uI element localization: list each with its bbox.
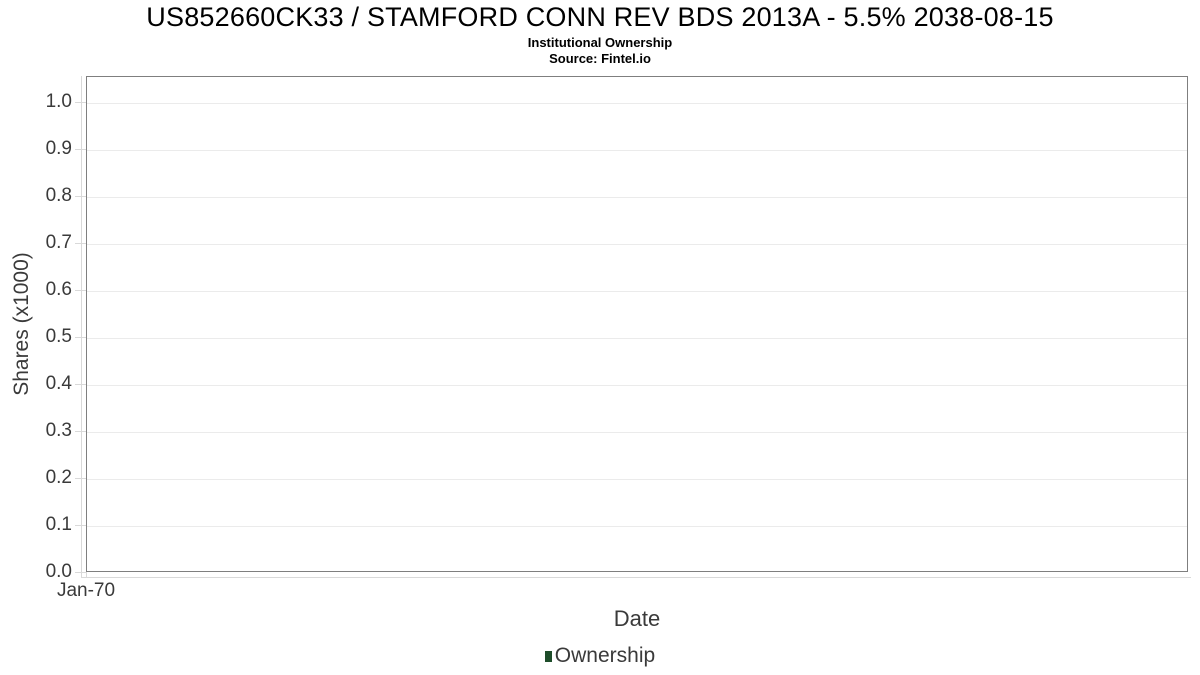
gridline [87,338,1187,339]
y-tick-mark [75,431,86,432]
gridline [87,291,1187,292]
y-tick-mark [75,196,86,197]
gridline [87,150,1187,151]
chart-subtitle: Institutional Ownership [527,35,673,50]
plot-area[interactable] [86,76,1188,572]
x-axis-line [81,577,1191,578]
y-tick-label: 0.1 [45,514,72,535]
gridline [87,103,1187,104]
y-tick-mark [75,572,86,573]
x-axis-title: Date [613,606,661,631]
y-tick-mark [75,243,86,244]
y-tick-mark [75,384,86,385]
y-tick-mark [75,337,86,338]
y-tick-label: 0.5 [45,326,72,347]
chart-source-credit: Source: Fintel.io [549,51,651,66]
gridline [87,526,1187,527]
y-tick-label: 0.6 [45,279,72,300]
x-tick-mark [86,572,87,578]
x-tick-label: Jan-70 [56,580,116,601]
y-tick-label: 0.7 [45,232,72,253]
gridline [87,479,1187,480]
y-tick-mark [75,478,86,479]
y-axis-line [81,76,82,578]
chart-title: US852660CK33 / STAMFORD CONN REV BDS 201… [146,2,1054,32]
legend-swatch-icon [544,650,552,662]
gridline [87,244,1187,245]
legend-label: Ownership [554,644,656,667]
gridline [87,385,1187,386]
y-tick-mark [75,149,86,150]
gridline [87,432,1187,433]
y-tick-label: 0.2 [45,467,72,488]
legend-item-ownership[interactable]: Ownership [544,644,656,668]
gridline [87,197,1187,198]
y-tick-mark [75,102,86,103]
y-tick-mark [75,525,86,526]
y-tick-label: 0.4 [45,373,72,394]
y-tick-label: 1.0 [45,91,72,112]
y-tick-label: 0.9 [45,138,72,159]
y-tick-label: 0.8 [45,185,72,206]
y-tick-label: 0.0 [45,561,72,582]
legend: Ownership [0,644,1200,668]
y-tick-label: 0.3 [45,420,72,441]
y-tick-mark [75,290,86,291]
